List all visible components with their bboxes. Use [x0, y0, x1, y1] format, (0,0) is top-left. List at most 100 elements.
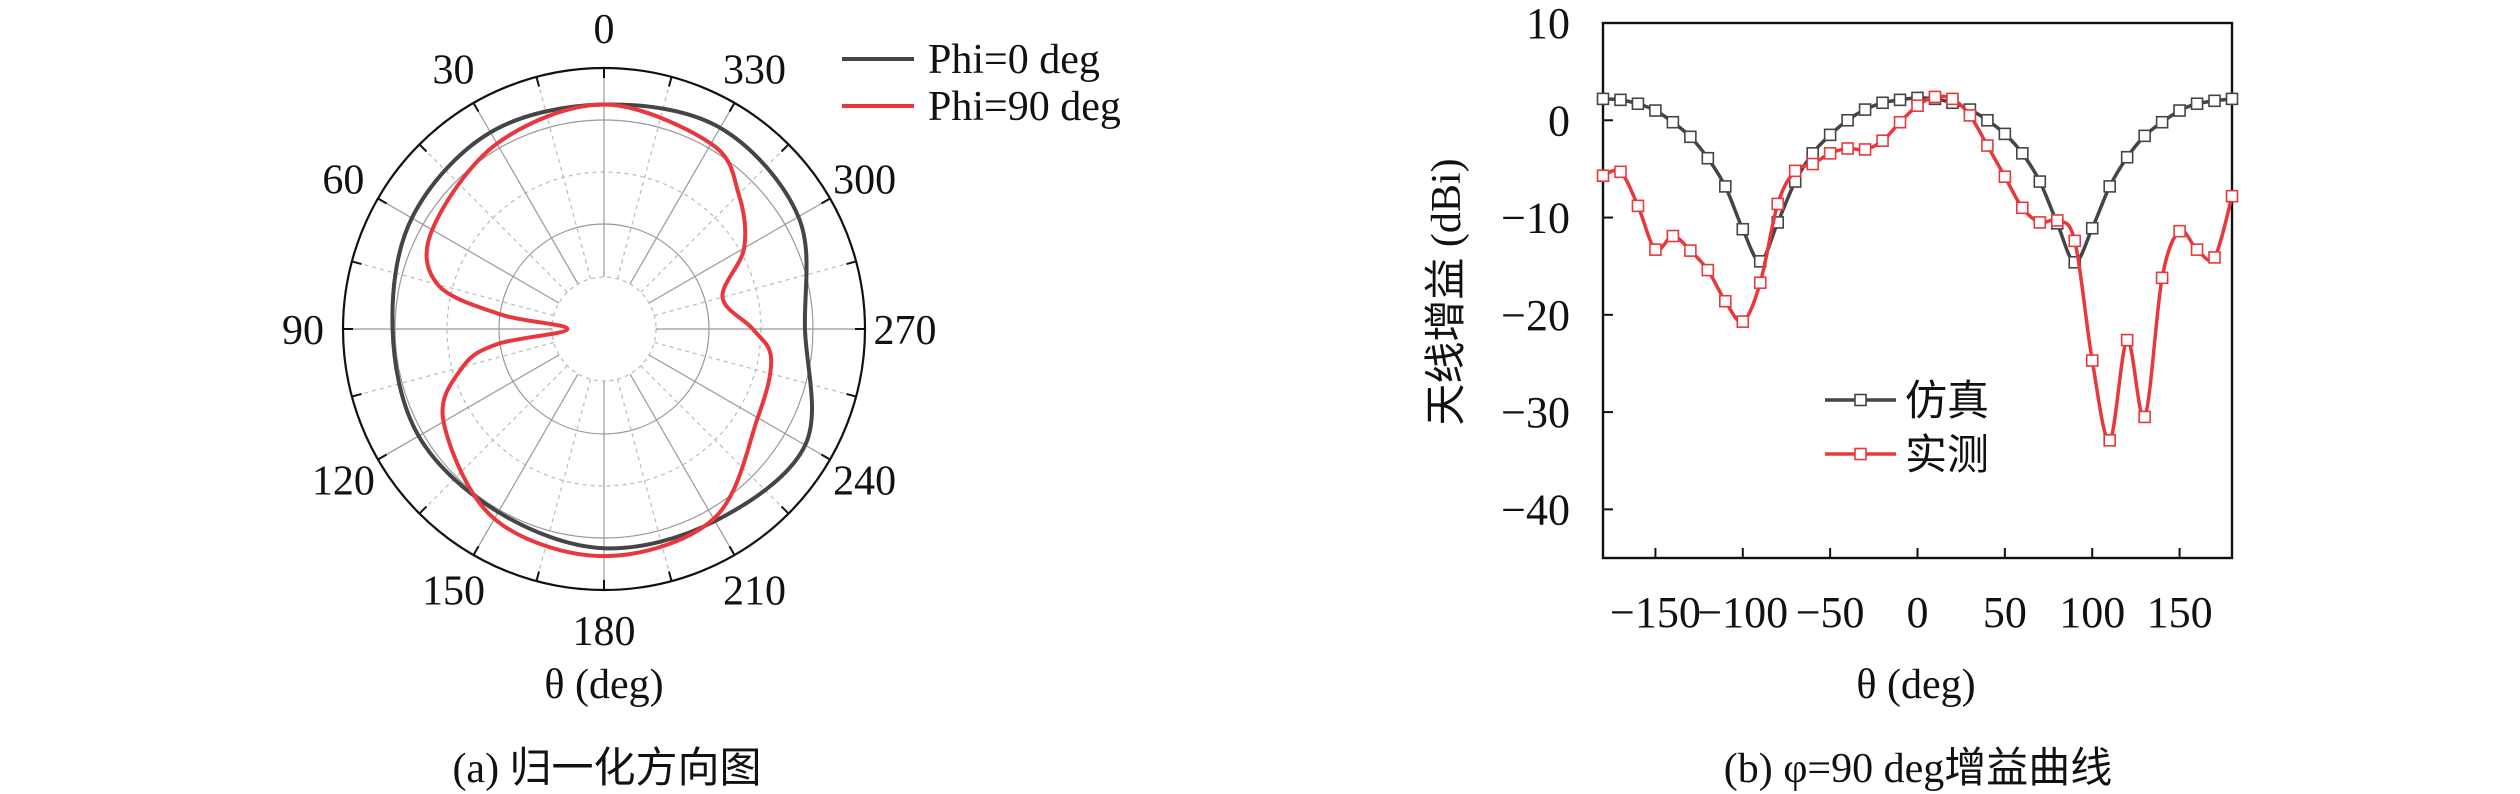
polar-tick	[472, 545, 480, 556]
polar-tick	[820, 197, 831, 205]
data-point-marker	[1876, 96, 1889, 110]
data-point-marker	[1998, 127, 2012, 141]
x-tick-label: −100	[1697, 588, 1788, 637]
data-point-marker	[1631, 199, 1645, 213]
polar-angle-label: 270	[874, 308, 937, 354]
polar-series-phi90	[424, 102, 774, 559]
data-point-marker	[1649, 243, 1662, 256]
legend-marker	[1854, 447, 1867, 461]
legend-marker	[1854, 393, 1867, 407]
data-point-marker	[2138, 129, 2151, 143]
data-point-marker	[2173, 104, 2186, 117]
data-point-marker	[1684, 244, 1697, 257]
polar-spoke	[377, 197, 560, 304]
data-point-marker	[2033, 175, 2047, 188]
data-point-marker	[2155, 271, 2169, 285]
data-point-marker	[2155, 115, 2169, 129]
polar-xlabel: θ (deg)	[544, 662, 663, 708]
polar-angle-label: 300	[833, 158, 896, 204]
series-line-simulated	[1602, 96, 2233, 265]
polar-outer-ring	[341, 66, 867, 592]
x-tick-label: 50	[1983, 588, 2027, 637]
polar-tick	[535, 76, 541, 87]
polar-angle-label: 240	[833, 459, 896, 505]
x-tick-label: −150	[1610, 588, 1701, 637]
y-tick-label: −10	[1501, 194, 1570, 243]
data-point-marker	[2120, 333, 2134, 347]
data-point-marker	[1736, 222, 1750, 236]
polar-caption: (a) 归一化方向图	[452, 746, 761, 792]
polar-tick	[728, 102, 736, 113]
polar-tick	[846, 392, 857, 398]
data-point-marker	[2138, 410, 2151, 424]
polar-tick	[780, 505, 790, 515]
data-point-marker	[1928, 90, 1942, 104]
polar-spoke	[654, 341, 857, 398]
data-point-marker	[2120, 150, 2134, 164]
polar-spoke	[472, 373, 579, 556]
y-tick-label: 0	[1548, 96, 1570, 145]
polar-tick	[667, 76, 673, 87]
data-point-marker	[2016, 201, 2029, 215]
data-point-marker	[1701, 263, 1715, 277]
data-point-marker	[1596, 92, 1610, 106]
data-point-marker	[1858, 103, 1872, 116]
data-point-marker	[1841, 113, 1854, 127]
x-tick-label: −50	[1796, 588, 1865, 637]
polar-series-phi0	[390, 102, 815, 551]
y-tick-label: −30	[1501, 388, 1570, 437]
data-point-marker	[1823, 128, 1837, 142]
legend-label: Phi=0 deg	[928, 37, 1100, 83]
data-point-marker	[1911, 99, 1924, 112]
polar-tick	[820, 453, 831, 461]
line-ylabel: 天线增益 (dBi)	[1424, 158, 1470, 425]
x-tick-label: 100	[2059, 588, 2125, 637]
data-point-marker	[1719, 294, 1732, 308]
data-point-marker	[1649, 104, 1662, 117]
data-point-marker	[1788, 164, 1802, 178]
polar-spoke	[640, 365, 789, 514]
line-xlabel: θ (deg)	[1856, 662, 1975, 708]
data-point-marker	[2016, 147, 2029, 160]
data-point-marker	[1614, 165, 1627, 179]
polar-spoke	[640, 144, 789, 293]
polar-angle-label: 330	[723, 47, 786, 93]
y-tick-label: −20	[1501, 291, 1570, 340]
x-tick-label: 0	[1907, 588, 1929, 637]
x-tick-label: 150	[2147, 588, 2213, 637]
data-point-marker	[1841, 142, 1854, 155]
data-point-marker	[1893, 115, 1907, 129]
data-point-marker	[2208, 94, 2221, 108]
data-point-marker	[1963, 109, 1977, 122]
polar-angle-label: 120	[312, 459, 375, 505]
data-point-marker	[2225, 189, 2239, 203]
polar-spoke	[535, 76, 592, 279]
polar-spoke	[648, 354, 831, 461]
polar-spoke	[535, 379, 592, 582]
polar-angle-label: 30	[433, 47, 475, 93]
polar-spoke	[654, 260, 857, 317]
polar-tick	[377, 197, 388, 205]
polar-spoke	[419, 365, 568, 514]
polar-angle-label: 150	[422, 569, 485, 615]
data-point-marker	[1736, 315, 1750, 328]
data-point-marker	[2085, 354, 2099, 367]
polar-angle-label: 0	[594, 7, 615, 53]
data-point-marker	[1771, 197, 1785, 211]
polar-tick	[535, 571, 541, 582]
polar-chart: 0 30 60 90 120 150 180 210 240 270 300 330 Phi=0 deg…	[282, 7, 1121, 655]
data-point-marker	[1596, 169, 1610, 183]
data-point-marker	[2068, 234, 2082, 248]
polar-spoke	[419, 144, 568, 293]
data-point-marker	[1946, 92, 1959, 106]
polar-angle-label: 90	[282, 308, 324, 354]
polar-tick	[418, 143, 428, 153]
data-point-marker	[1998, 170, 2012, 183]
data-point-marker	[1893, 93, 1907, 107]
data-point-marker	[1666, 115, 1680, 129]
polar-tick	[728, 545, 736, 556]
polar-tick	[377, 453, 388, 461]
polar-spoke	[648, 197, 831, 304]
polar-spoke	[351, 260, 554, 317]
